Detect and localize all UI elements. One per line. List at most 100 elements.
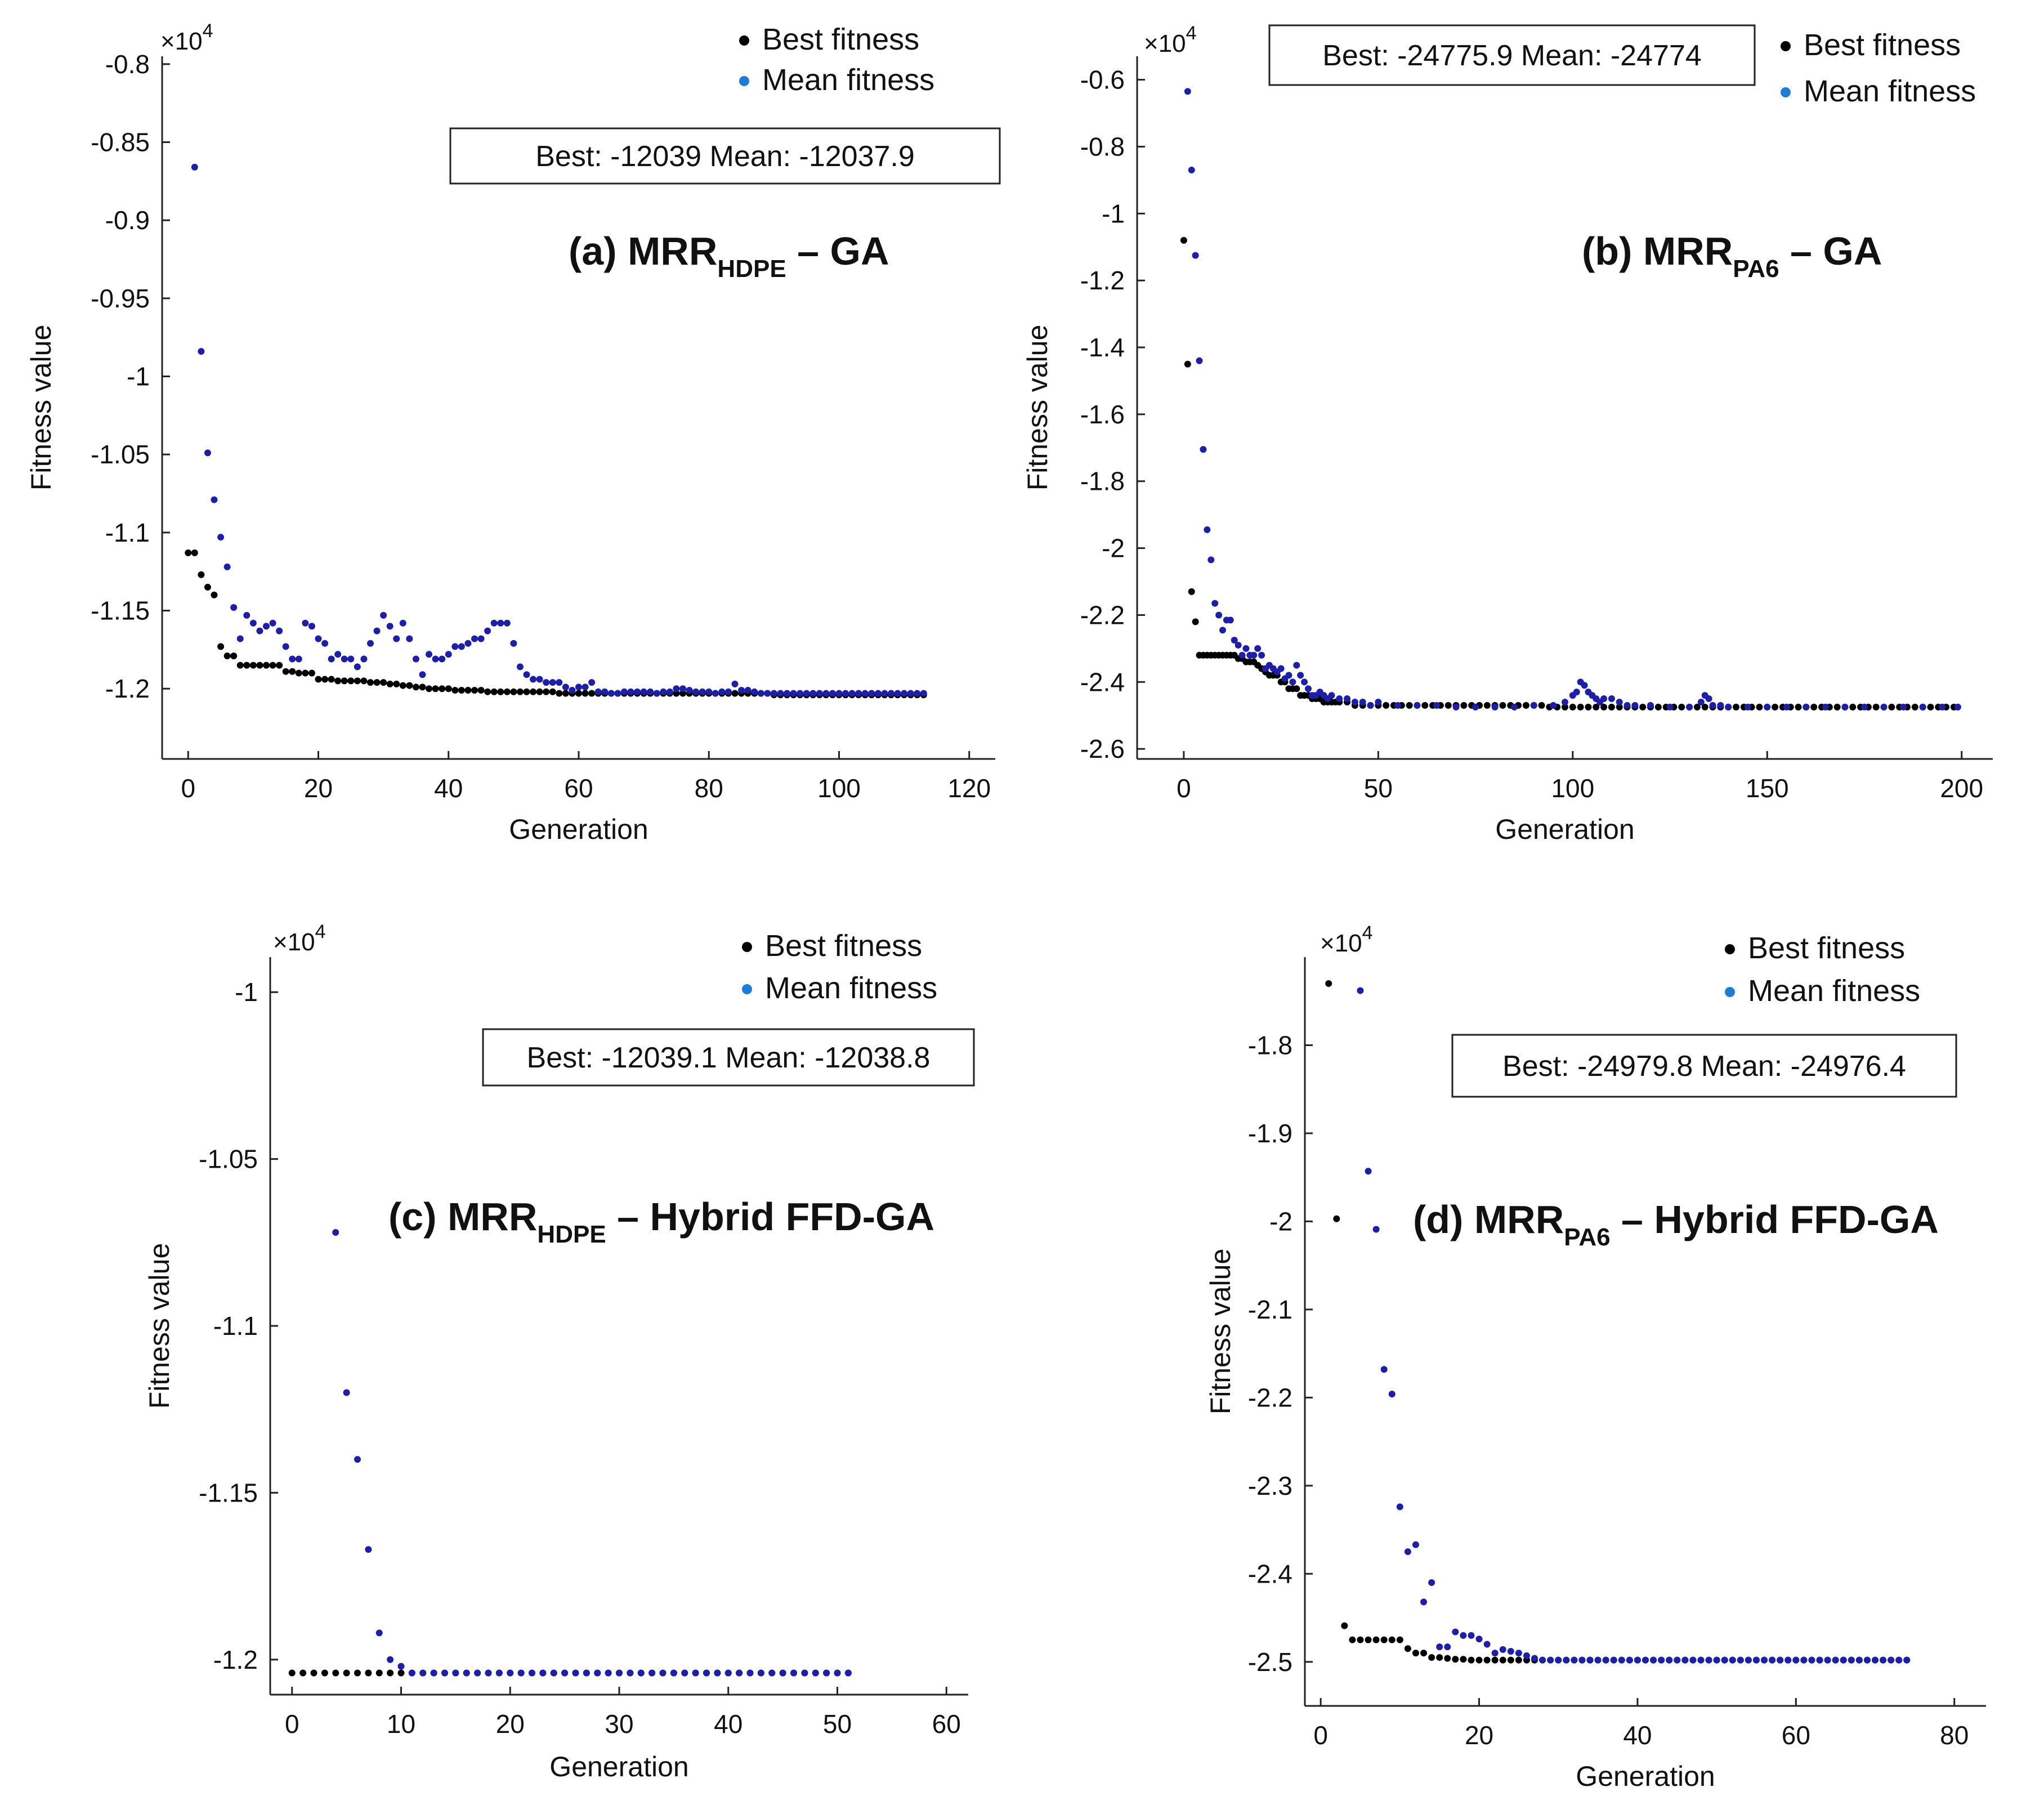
data-point <box>412 683 419 691</box>
data-point <box>1772 703 1779 711</box>
y-tick-label: -1.1 <box>213 1311 258 1341</box>
axis-multiplier-exponent: 4 <box>1362 922 1373 944</box>
data-point <box>855 690 862 697</box>
data-point <box>834 1669 841 1677</box>
data-point <box>881 690 888 697</box>
data-point <box>673 685 680 692</box>
panel-title-main: (b) MRR <box>1582 229 1733 273</box>
data-point <box>1396 1503 1403 1511</box>
y-tick-label: -2.2 <box>1248 1383 1292 1412</box>
data-point <box>1258 651 1265 659</box>
data-point <box>848 690 856 697</box>
data-point <box>1523 1652 1530 1659</box>
y-tick-label: -0.95 <box>91 284 150 313</box>
x-tick-label: 200 <box>1940 774 1983 803</box>
data-point <box>1341 1622 1348 1629</box>
data-point <box>757 690 764 697</box>
data-point <box>640 688 647 695</box>
x-tick-label: 40 <box>1623 1721 1652 1750</box>
data-point <box>373 679 381 686</box>
data-point <box>236 635 244 642</box>
data-point <box>367 679 374 686</box>
data-point <box>1297 672 1304 679</box>
data-point <box>703 1669 710 1677</box>
data-point <box>1872 1656 1879 1664</box>
data-point <box>510 640 517 647</box>
data-point <box>888 690 894 697</box>
data-point <box>299 1669 307 1677</box>
data-point <box>1357 987 1364 994</box>
data-point <box>354 1456 361 1463</box>
data-point <box>445 685 452 692</box>
data-point <box>1325 980 1332 987</box>
data-point <box>562 683 569 691</box>
data-point <box>191 163 198 171</box>
data-point <box>1460 1656 1467 1663</box>
legend-marker <box>1781 41 1791 51</box>
data-point <box>1832 1656 1839 1664</box>
data-point <box>1681 1656 1689 1664</box>
data-point <box>539 1669 547 1677</box>
data-point <box>1577 703 1584 711</box>
data-point <box>594 1669 601 1677</box>
data-point <box>308 669 315 677</box>
data-point <box>1654 703 1662 711</box>
data-point <box>920 690 927 697</box>
data-point <box>601 688 609 695</box>
data-point <box>705 688 713 695</box>
data-point <box>308 623 315 630</box>
data-point <box>1610 1656 1617 1664</box>
data-point <box>1623 702 1631 709</box>
data-point <box>332 1669 339 1677</box>
data-point <box>1571 1656 1578 1664</box>
data-point <box>1192 618 1199 626</box>
data-point <box>777 690 784 697</box>
data-point <box>1713 1656 1720 1664</box>
data-point <box>634 688 641 695</box>
data-point <box>1499 1656 1506 1664</box>
data-point <box>276 662 283 669</box>
data-point <box>666 688 673 695</box>
y-tick-label: -1.05 <box>91 440 150 469</box>
x-tick-label: 20 <box>304 774 333 803</box>
x-tick-label: 40 <box>714 1709 743 1739</box>
data-point <box>620 688 628 695</box>
data-point <box>354 677 361 685</box>
data-point <box>530 676 537 683</box>
x-axis-label: Generation <box>509 814 648 845</box>
data-point <box>1903 1656 1911 1664</box>
data-point <box>1414 702 1421 709</box>
data-point <box>289 668 296 675</box>
data-point <box>1800 1656 1808 1664</box>
y-tick-label: -1.8 <box>1248 1030 1292 1060</box>
chart-panel-a: 0 20 40 60 80 100 120 -0.8 -0.85 -0.9 -0.95 -1 -1.05… <box>25 20 1001 845</box>
data-point <box>1697 698 1705 705</box>
panel-title: (b) MRRPA6 – GA <box>1582 229 1882 283</box>
data-point <box>1293 662 1300 669</box>
data-point <box>1658 1656 1665 1664</box>
data-point <box>380 611 387 619</box>
data-point <box>269 619 276 627</box>
data-point <box>790 690 797 697</box>
data-point <box>230 652 238 659</box>
data-point <box>1452 703 1460 711</box>
y-tick-label: -2.3 <box>1248 1471 1292 1500</box>
data-point <box>1404 1645 1411 1652</box>
data-point <box>1697 1656 1705 1664</box>
data-point <box>373 627 381 635</box>
data-point <box>343 1389 350 1396</box>
panel-title-subscript: HDPE <box>717 255 786 283</box>
data-point <box>497 619 504 627</box>
data-point <box>1562 703 1568 711</box>
legend-label: Best fitness <box>762 23 919 56</box>
data-point <box>432 685 439 692</box>
legend-marker <box>742 942 752 952</box>
data-point <box>1460 702 1468 709</box>
data-point <box>1468 1632 1475 1639</box>
data-point <box>543 679 550 686</box>
data-point <box>1547 1656 1554 1664</box>
axis-multiplier-base: ×10 <box>1144 30 1186 57</box>
data-point <box>660 688 667 695</box>
data-point <box>1631 702 1639 709</box>
data-point <box>1184 88 1191 95</box>
